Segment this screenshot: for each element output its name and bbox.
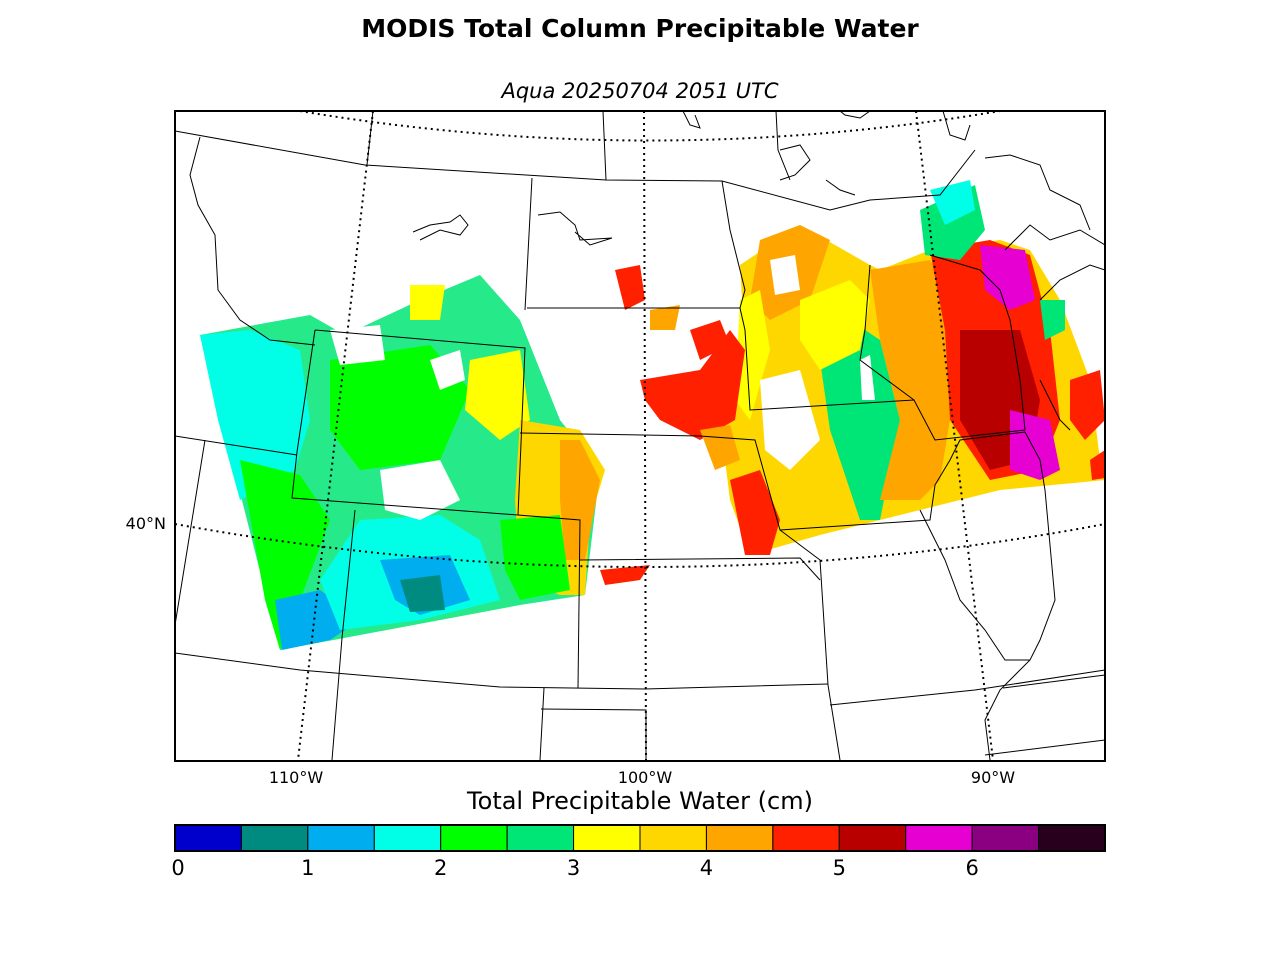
- lon-label-90w: 90°W: [971, 768, 1015, 787]
- chart-title: MODIS Total Column Precipitable Water: [361, 14, 919, 43]
- lake-outlines: [412, 111, 971, 246]
- colorbar-tick-label: 0: [171, 856, 184, 880]
- chart-subtitle: Aqua 20250704 2051 UTC: [501, 79, 779, 103]
- lon-label-110w: 110°W: [269, 768, 324, 787]
- colorbar-segment: [905, 824, 973, 852]
- colorbar-segment: [772, 824, 840, 852]
- lat-label-40n: 40°N: [126, 514, 166, 533]
- colorbar-segment: [174, 824, 242, 852]
- colorbar-tick-label: 6: [965, 856, 978, 880]
- lon-label-100w: 100°W: [618, 768, 673, 787]
- colorbar-segment: [506, 824, 575, 852]
- map-frame: [174, 110, 1106, 762]
- state-boundaries: [175, 111, 1105, 761]
- colorbar-tick-label: 1: [301, 856, 314, 880]
- colorbar-segment: [971, 824, 1040, 852]
- colorbar-tick-label: 5: [833, 856, 846, 880]
- colorbar-label: Total Precipitable Water (cm): [467, 787, 813, 815]
- colorbar-tick-label: 4: [700, 856, 713, 880]
- colorbar-segment: [1038, 824, 1106, 852]
- pw-swath-east: [720, 180, 1105, 555]
- colorbar-frame: [174, 824, 1106, 852]
- colorbar-segment: [373, 824, 442, 852]
- graticule: [175, 111, 1105, 761]
- pw-swath-west: [200, 275, 650, 650]
- colorbar-segment: [838, 824, 907, 852]
- colorbar-tick-label: 2: [434, 856, 447, 880]
- colorbar-segment: [240, 824, 309, 852]
- colorbar-tick-label: 3: [567, 856, 580, 880]
- colorbar-segment: [440, 824, 508, 852]
- colorbar-segment: [307, 824, 375, 852]
- colorbar-segment: [705, 824, 774, 852]
- colorbar-segment: [639, 824, 707, 852]
- colorbar-segment: [573, 824, 641, 852]
